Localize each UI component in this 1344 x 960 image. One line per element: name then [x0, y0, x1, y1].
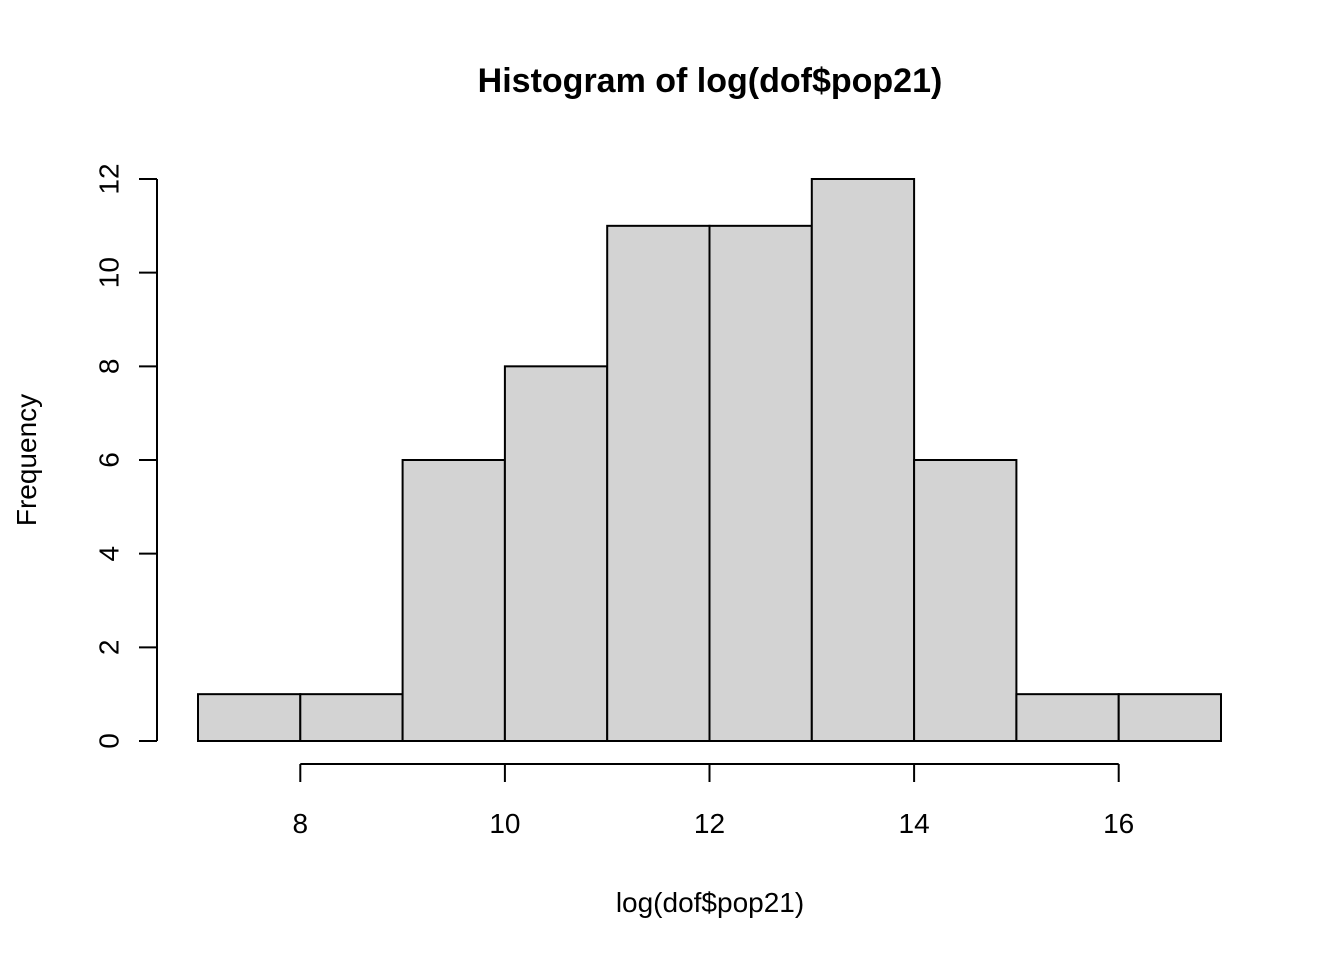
histogram-bars	[197, 178, 1222, 743]
chart-title: Histogram of log(dof$pop21)	[478, 62, 943, 100]
x-tick-label-12: 12	[694, 808, 725, 839]
histogram-bar-5	[708, 224, 813, 743]
histogram-bar-4	[606, 224, 711, 743]
histogram-bar-0	[197, 693, 302, 743]
y-tick-label-8: 8	[94, 359, 125, 375]
y-tick-label-6: 6	[94, 452, 125, 468]
histogram-bar-8	[1015, 693, 1120, 743]
histogram-bar-7	[913, 459, 1018, 742]
y-axis-label: Frequency	[11, 394, 42, 526]
x-tick-label-14: 14	[899, 808, 930, 839]
histogram-bar-1	[299, 693, 404, 743]
y-tick-label-4: 4	[94, 546, 125, 562]
y-axis: 0 2 4 6 8 10 12	[94, 163, 158, 749]
y-tick-label-0: 0	[94, 733, 125, 749]
y-tick-label-2: 2	[94, 640, 125, 656]
histogram-bar-6	[810, 178, 916, 742]
histogram-bar-9	[1117, 693, 1222, 743]
y-tick-label-12: 12	[94, 163, 125, 194]
x-tick-label-10: 10	[489, 808, 520, 839]
x-axis: 8 10 12 14 16	[293, 763, 1134, 839]
y-tick-label-10: 10	[94, 257, 125, 288]
histogram-bar-2	[401, 459, 506, 742]
x-axis-label: log(dof$pop21)	[616, 887, 804, 918]
x-tick-label-16: 16	[1103, 808, 1134, 839]
x-tick-label-8: 8	[293, 808, 309, 839]
histogram-bar-3	[503, 365, 609, 742]
